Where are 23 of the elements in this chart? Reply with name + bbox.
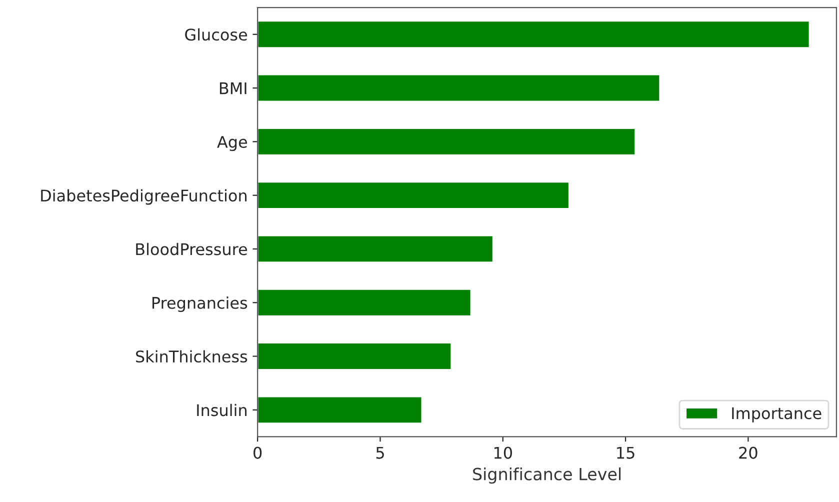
x-axis-title: Significance Level	[473, 467, 621, 484]
bar	[258, 288, 472, 317]
y-tick-label: BMI	[220, 82, 246, 94]
bar	[258, 128, 636, 156]
bar	[258, 74, 661, 102]
y-tick-label: Pregnancies	[152, 296, 248, 312]
x-tick-label: 15	[617, 446, 634, 459]
legend-label: Importance	[732, 407, 822, 422]
y-tick-label: Glucose	[185, 28, 247, 41]
bar	[258, 20, 810, 48]
x-tick-label: 20	[739, 446, 758, 459]
bar	[258, 396, 423, 424]
y-tick-label: Insulin	[197, 404, 246, 416]
x-tick-label: 0	[254, 446, 262, 459]
y-tick-label: BloodPressure	[136, 242, 247, 256]
y-tick-label: DiabetesPedigreeFunction	[41, 189, 246, 205]
x-tick-label: 5	[376, 446, 384, 459]
bar	[258, 342, 452, 370]
y-tick-label: SkinThickness	[136, 350, 248, 363]
x-tick-label: 10	[494, 446, 512, 459]
bar	[258, 234, 494, 264]
y-tick-label: Age	[217, 136, 247, 152]
bar	[258, 181, 570, 210]
